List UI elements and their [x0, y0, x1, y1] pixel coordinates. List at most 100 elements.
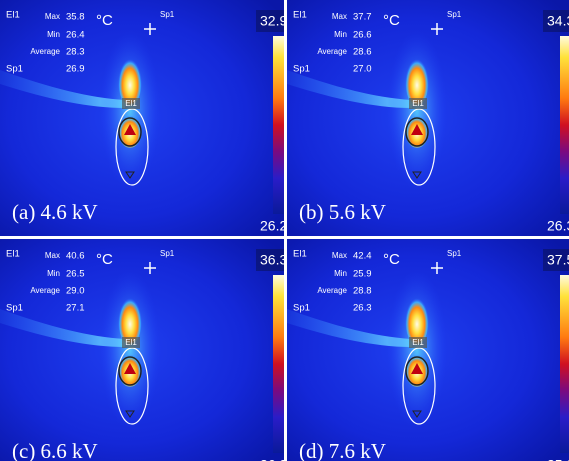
caption: (b) 5.6 kV — [299, 200, 386, 224]
flame-upper — [118, 293, 142, 345]
hot-marker — [124, 363, 136, 374]
min-label: Min — [334, 269, 347, 278]
spot-name: Sp1 — [6, 303, 23, 314]
thermal-image: El1 El1 Max 40.6 Min 26.5 Average 29.0 Sp1 27.1 °C… — [0, 239, 284, 461]
spot-value: 26.9 — [66, 64, 85, 75]
thermal-panel: El1 El1 Max 37.7 Min 26.6 Average 28.6 Sp1 27.0 °C… — [287, 0, 569, 236]
caption: (a) 4.6 kV — [12, 200, 98, 224]
spot-marker-label: Sp1 — [160, 249, 175, 258]
roi-label-box — [122, 337, 140, 348]
color-bar — [273, 36, 284, 214]
average-value: 28.6 — [353, 47, 372, 58]
scale-bottom: 25.9 — [547, 457, 569, 461]
thermal-panel: El1 El1 Max 42.4 Min 25.9 Average 28.8 Sp1 26.3 °C… — [287, 239, 569, 461]
roi-ellipse-inner — [405, 117, 429, 147]
roi-label: El1 — [412, 338, 424, 347]
spot-value: 26.3 — [353, 303, 372, 314]
thermal-image: El1 El1 Max 37.7 Min 26.6 Average 28.6 Sp1 27.0 °C… — [287, 0, 569, 236]
max-label: Max — [45, 251, 60, 260]
spot-marker-label: Sp1 — [447, 249, 462, 258]
scale-top-box — [543, 249, 569, 271]
scale-top-box — [256, 10, 284, 32]
hot-marker — [411, 363, 423, 374]
spot-name: Sp1 — [293, 64, 310, 75]
caption: (c) 6.6 kV — [12, 439, 98, 461]
spot-value: 27.1 — [66, 303, 85, 314]
hot-marker — [124, 124, 136, 135]
color-bar — [273, 275, 284, 453]
flame-upper — [405, 293, 429, 345]
caption: (d) 7.6 kV — [299, 439, 386, 461]
thermal-image: El1 El1 Max 35.8 Min 26.4 Average 28.3 Sp1 26.9 °C… — [0, 0, 284, 236]
thermal-panel: El1 El1 Max 35.8 Min 26.4 Average 28.3 Sp1 26.9 °C… — [0, 0, 284, 236]
scale-bottom: 26.3 — [260, 457, 284, 461]
average-label: Average — [317, 286, 347, 295]
scale-top: 34.3 — [547, 13, 569, 29]
min-label: Min — [47, 269, 60, 278]
roi-ellipse-inner — [405, 356, 429, 386]
roi-name: El1 — [293, 10, 307, 21]
max-value: 37.7 — [353, 12, 372, 23]
max-value: 40.6 — [66, 251, 85, 262]
spot-crosshair — [144, 23, 156, 35]
hot-marker — [411, 124, 423, 135]
glow — [100, 30, 160, 190]
min-label: Min — [47, 30, 60, 39]
average-value: 28.3 — [66, 47, 85, 58]
spot-marker-label: Sp1 — [160, 10, 175, 19]
roi-ellipse-inner — [118, 356, 142, 386]
average-label: Average — [317, 47, 347, 56]
max-label: Max — [332, 12, 347, 21]
scale-top: 36.3 — [260, 252, 284, 268]
unit: °C — [383, 251, 400, 268]
streak — [0, 70, 125, 108]
glow — [387, 269, 447, 429]
cold-marker — [412, 171, 422, 179]
roi-name: El1 — [293, 249, 307, 260]
max-label: Max — [45, 12, 60, 21]
thermal-panel: El1 El1 Max 40.6 Min 26.5 Average 29.0 Sp1 27.1 °C… — [0, 239, 284, 461]
color-bar — [560, 275, 569, 453]
spot-crosshair — [144, 262, 156, 274]
unit: °C — [96, 12, 113, 29]
streak — [0, 309, 125, 347]
scale-bottom: 26.2 — [260, 218, 284, 234]
streak — [287, 309, 412, 347]
roi-ellipse-inner — [118, 117, 142, 147]
max-value: 42.4 — [353, 251, 372, 262]
max-label: Max — [332, 251, 347, 260]
cold-marker — [125, 410, 135, 418]
scale-top-box — [543, 10, 569, 32]
color-bar — [560, 36, 569, 214]
min-value: 26.5 — [66, 269, 85, 280]
roi-label: El1 — [412, 99, 424, 108]
cold-marker — [125, 171, 135, 179]
spot-name: Sp1 — [6, 64, 23, 75]
cold-marker — [412, 410, 422, 418]
scale-top-box — [256, 249, 284, 271]
flame-upper — [118, 54, 142, 106]
scale-bottom: 26.3 — [547, 218, 569, 234]
spot-crosshair — [431, 23, 443, 35]
glow — [387, 30, 447, 190]
average-label: Average — [30, 286, 60, 295]
roi-name: El1 — [6, 10, 20, 21]
roi-label: El1 — [125, 99, 137, 108]
min-value: 26.6 — [353, 30, 372, 41]
average-label: Average — [30, 47, 60, 56]
roi-label-box — [122, 98, 140, 109]
glow — [100, 269, 160, 429]
max-value: 35.8 — [66, 12, 85, 23]
spot-crosshair — [431, 262, 443, 274]
min-label: Min — [334, 30, 347, 39]
thermal-image: El1 El1 Max 42.4 Min 25.9 Average 28.8 Sp1 26.3 °C… — [287, 239, 569, 461]
streak — [287, 70, 412, 108]
spot-value: 27.0 — [353, 64, 372, 75]
min-value: 25.9 — [353, 269, 372, 280]
spot-marker-label: Sp1 — [447, 10, 462, 19]
unit: °C — [383, 12, 400, 29]
flame-upper — [405, 54, 429, 106]
scale-top: 32.9 — [260, 13, 284, 29]
roi-label-box — [409, 337, 427, 348]
